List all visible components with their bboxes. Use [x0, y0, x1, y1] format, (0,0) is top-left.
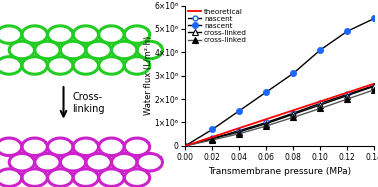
- X-axis label: Transmembrane pressure (MPa): Transmembrane pressure (MPa): [208, 167, 351, 176]
- Polygon shape: [124, 138, 150, 156]
- Polygon shape: [22, 26, 47, 43]
- Polygon shape: [73, 138, 99, 156]
- Polygon shape: [112, 154, 137, 171]
- Polygon shape: [99, 138, 124, 156]
- Polygon shape: [99, 26, 124, 43]
- Polygon shape: [35, 41, 60, 59]
- Polygon shape: [22, 138, 47, 156]
- Polygon shape: [124, 169, 150, 186]
- Polygon shape: [86, 154, 111, 171]
- Polygon shape: [73, 57, 99, 74]
- Polygon shape: [137, 41, 163, 59]
- Polygon shape: [0, 57, 22, 74]
- Polygon shape: [22, 169, 47, 186]
- Polygon shape: [0, 169, 22, 186]
- Polygon shape: [35, 154, 60, 171]
- Legend: theoretical, nascent, nascent, cross-linked, cross-linked: theoretical, nascent, nascent, cross-lin…: [187, 7, 248, 45]
- Polygon shape: [124, 26, 150, 43]
- Polygon shape: [99, 57, 124, 74]
- Polygon shape: [9, 154, 34, 171]
- Polygon shape: [112, 41, 137, 59]
- Polygon shape: [48, 138, 73, 156]
- Polygon shape: [86, 41, 111, 59]
- Polygon shape: [137, 154, 163, 171]
- Y-axis label: Water flux (L/m²·h): Water flux (L/m²·h): [144, 36, 153, 115]
- Polygon shape: [48, 57, 73, 74]
- Polygon shape: [9, 41, 34, 59]
- Polygon shape: [60, 41, 86, 59]
- Polygon shape: [0, 138, 22, 156]
- Polygon shape: [73, 169, 99, 186]
- Polygon shape: [0, 26, 22, 43]
- Polygon shape: [48, 169, 73, 186]
- Polygon shape: [124, 57, 150, 74]
- Text: Cross-
linking: Cross- linking: [73, 92, 105, 114]
- Polygon shape: [99, 169, 124, 186]
- Polygon shape: [48, 26, 73, 43]
- Polygon shape: [73, 26, 99, 43]
- Polygon shape: [60, 154, 86, 171]
- Polygon shape: [22, 57, 47, 74]
